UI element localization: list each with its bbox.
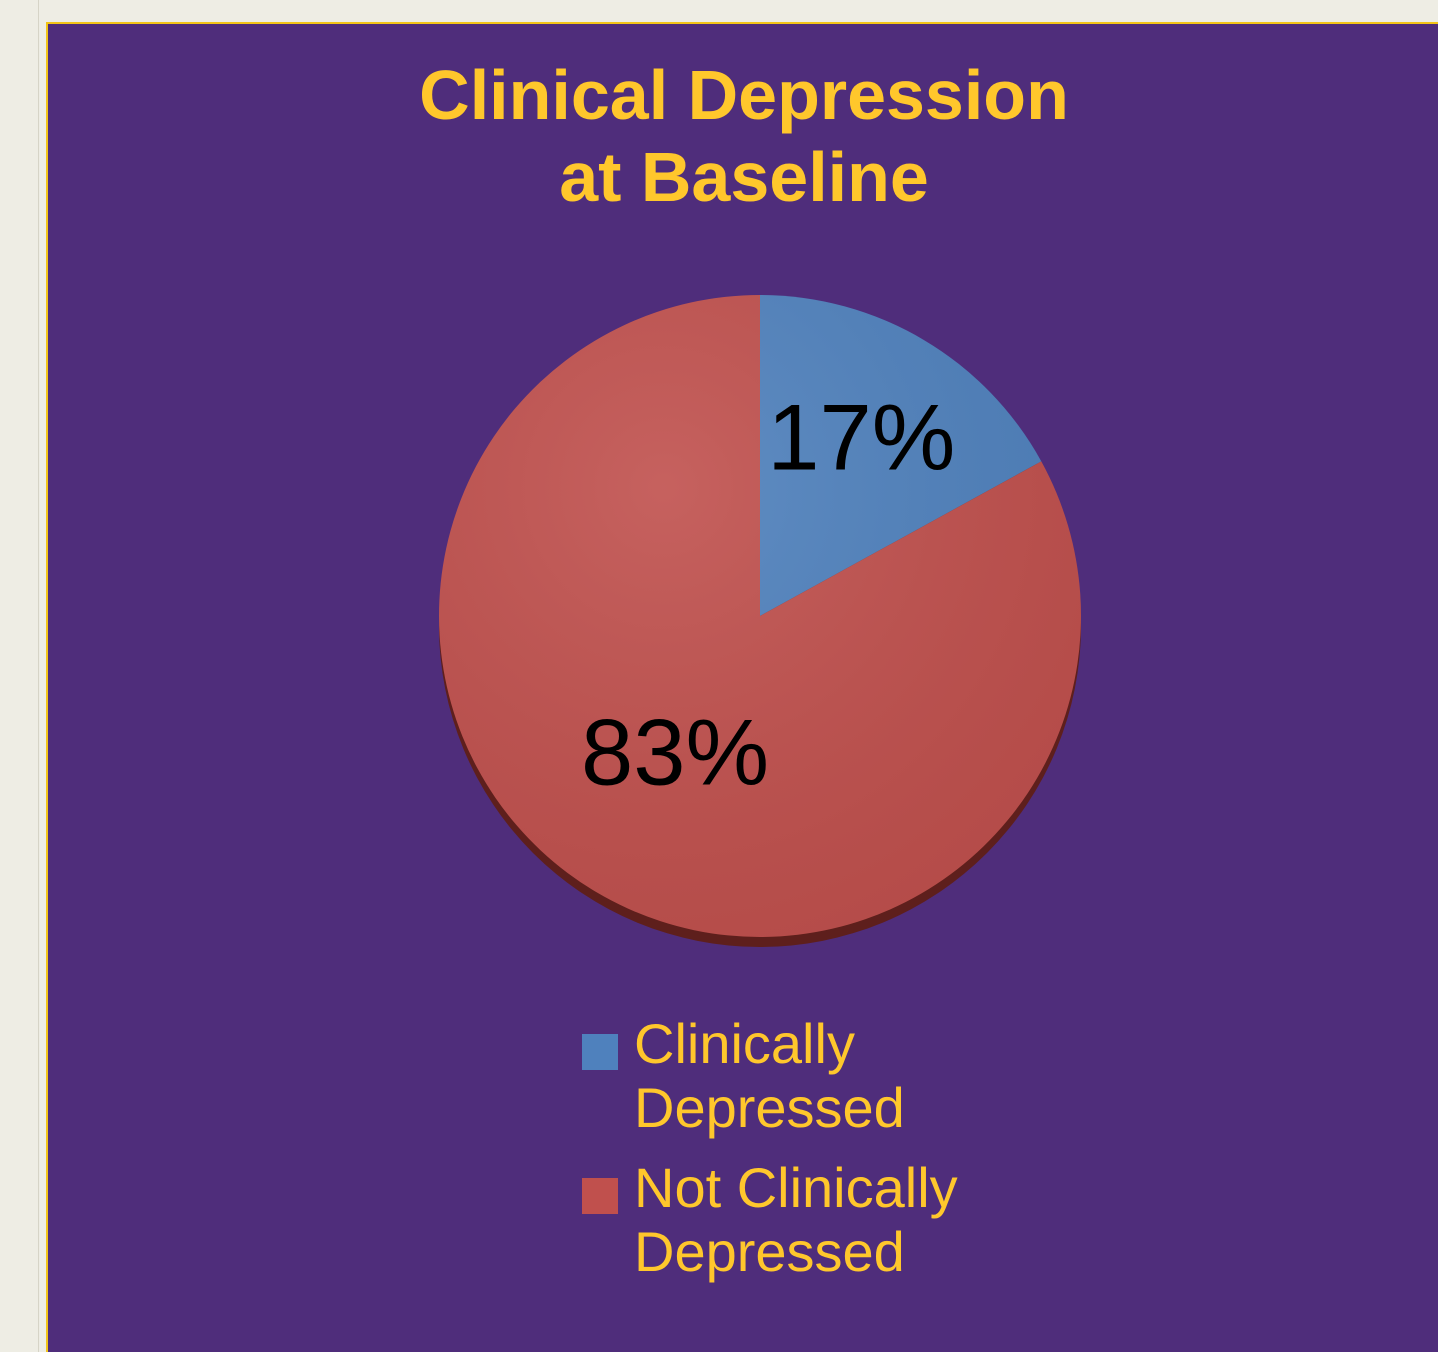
legend-swatch-clinically-depressed (582, 1034, 618, 1070)
data-label-not-clinically-depressed: 83% (581, 700, 769, 805)
legend-item-clinically-depressed: Clinically Depressed (582, 1012, 1082, 1140)
legend-label-line: Clinically (634, 1012, 855, 1075)
legend-swatch-not-clinically-depressed (582, 1178, 618, 1214)
data-label-clinically-depressed: 17% (767, 385, 955, 490)
chart-title: Clinical Depression at Baseline (48, 54, 1438, 218)
chart-slide: Clinical Depression at Baseline 17% 83% … (46, 22, 1438, 1352)
legend-label-line: Depressed (634, 1076, 905, 1139)
chart-title-line-2: at Baseline (559, 138, 929, 216)
legend-label-line: Not Clinically (634, 1156, 958, 1219)
legend-item-not-clinically-depressed: Not Clinically Depressed (582, 1156, 1082, 1284)
chart-title-line-1: Clinical Depression (419, 56, 1069, 134)
left-panel-strip (0, 0, 39, 1352)
legend-label-line: Depressed (634, 1220, 905, 1283)
chart-legend: Clinically Depressed Not Clinically Depr… (582, 1012, 1082, 1300)
